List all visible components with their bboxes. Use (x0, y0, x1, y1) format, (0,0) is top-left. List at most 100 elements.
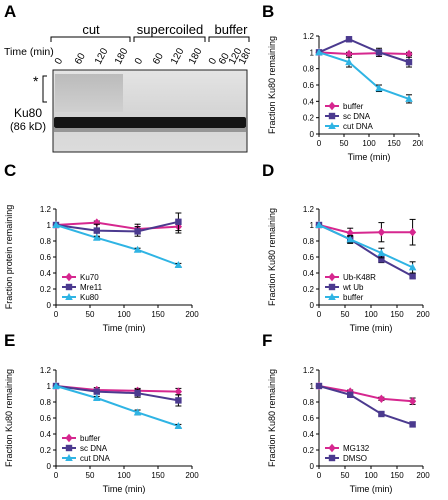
legend-item: sc DNA (62, 444, 108, 453)
chart-e: 0 0.2 0.4 0.6 0.8 1 1.2 0 50 100 150 200 Time (min) F… (4, 366, 199, 494)
data-point (377, 228, 385, 237)
time-axis-label: Time (min) (4, 46, 54, 58)
data-point (52, 382, 60, 389)
legend-label: buffer (343, 102, 364, 111)
data-point (346, 235, 354, 243)
y-tick-label: 0.8 (40, 237, 52, 246)
series-line (318, 38, 410, 64)
lane-label: 180 (113, 46, 131, 66)
series-sc-dna (52, 382, 182, 407)
data-point (328, 293, 336, 300)
data-point (65, 454, 73, 461)
legend-item: cut DNA (62, 454, 110, 463)
data-point (345, 49, 353, 59)
y-tick-label: 0.2 (303, 285, 315, 294)
data-point (328, 443, 336, 453)
y-tick-label: 1 (310, 48, 315, 57)
series-cut-dna (315, 48, 413, 104)
data-point (328, 283, 336, 291)
series-line (318, 224, 414, 269)
y-tick-label: 0.4 (40, 269, 52, 278)
series-line (55, 385, 179, 427)
data-point (93, 394, 101, 401)
x-tick-label: 200 (412, 139, 423, 148)
legend-item: cut DNA (325, 122, 373, 131)
chart-f: 0 0.2 0.4 0.6 0.8 1 1.2 0 50 100 150 200 Time (min) F… (267, 366, 430, 494)
x-tick-label: 50 (341, 471, 350, 480)
legend-item: Ub-K48R (325, 272, 376, 282)
legend-item: buffer (325, 293, 364, 302)
gel-smear (55, 74, 123, 112)
x-tick-label: 150 (387, 139, 401, 148)
y-tick-label: 0.8 (303, 398, 315, 407)
panel-letter-b: B (262, 2, 275, 21)
x-tick-label: 50 (86, 310, 95, 319)
data-point (405, 49, 413, 59)
x-axis-label: Time (min) (350, 484, 393, 494)
data-point (134, 228, 141, 235)
x-tick-label: 200 (416, 471, 430, 480)
y-tick-label: 1.2 (40, 205, 52, 214)
y-axis-label: Fraction Ku80 remaining (4, 369, 14, 467)
y-axis-label: Fraction Ku80 remaining (267, 208, 277, 306)
group-bracket-buffer (208, 36, 250, 42)
y-tick-label: 0.6 (303, 253, 315, 262)
y-axis-label: Fraction Ku80 remaining (267, 369, 277, 467)
x-tick-label: 0 (54, 471, 59, 480)
y-tick-label: 0 (47, 301, 52, 310)
data-point (328, 101, 336, 111)
group-bracket-cut (50, 36, 131, 42)
legend-item: buffer (325, 101, 364, 111)
series-line (55, 221, 179, 231)
x-tick-label: 200 (185, 310, 199, 319)
series-mg132 (315, 381, 417, 406)
y-tick-label: 1.2 (303, 205, 315, 214)
x-tick-label: 150 (390, 471, 404, 480)
data-point (65, 433, 73, 443)
x-tick-label: 100 (117, 310, 131, 319)
x-tick-label: 0 (54, 310, 59, 319)
panel-letter-e: E (4, 331, 16, 350)
data-point (375, 49, 383, 56)
x-tick-label: 0 (317, 310, 322, 319)
series-line (55, 224, 179, 266)
data-point (378, 410, 385, 418)
lane-label: 60 (217, 51, 232, 66)
x-tick-label: 50 (341, 310, 350, 319)
series-line (55, 385, 179, 402)
y-tick-label: 0.2 (40, 446, 52, 455)
y-tick-label: 0.8 (303, 65, 315, 74)
data-point (65, 272, 73, 282)
data-point (328, 272, 336, 282)
lane-label: 60 (73, 51, 88, 66)
y-tick-label: 1 (47, 221, 52, 230)
lane-label: 60 (151, 51, 166, 66)
series-ub-k48r (315, 218, 417, 246)
legend-item: MG132 (325, 443, 370, 453)
series-line (318, 385, 413, 426)
chart-c: 0 0.2 0.4 0.6 0.8 1 1.2 0 50 100 150 200 Time (min) F… (4, 205, 199, 333)
series-line (318, 51, 410, 55)
legend-label: DMSO (343, 454, 367, 463)
data-point (65, 283, 73, 291)
data-point (93, 388, 100, 395)
legend-label: cut DNA (80, 454, 110, 463)
panel-letter-d: D (262, 161, 275, 180)
y-tick-label: 0.2 (40, 285, 52, 294)
data-point (174, 387, 182, 396)
ku80-band (54, 117, 246, 128)
data-point (378, 256, 385, 263)
x-tick-label: 50 (340, 139, 349, 148)
x-tick-label: 100 (364, 310, 378, 319)
legend-label: Ku70 (80, 273, 99, 282)
lane-label: 0 (207, 56, 220, 66)
x-axis-label: Time (min) (348, 152, 391, 162)
legend-item: Ku70 (62, 272, 99, 282)
y-tick-label: 1.2 (303, 366, 315, 375)
series-line (318, 385, 413, 403)
y-axis-label: Fraction Ku80 remaining (267, 36, 277, 134)
x-axis-label: Time (min) (103, 323, 146, 333)
